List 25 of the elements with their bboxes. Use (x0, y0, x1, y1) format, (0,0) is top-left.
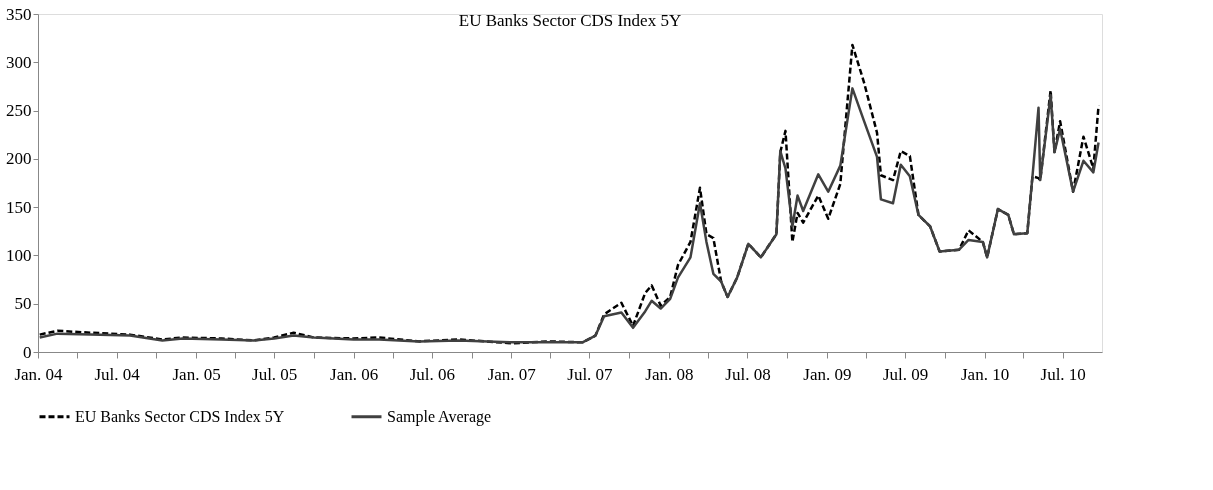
x-tick-label: Jul. 09 (882, 364, 929, 384)
y-tick-label: 50 (14, 294, 32, 314)
y-tick-label: 350 (6, 4, 32, 24)
x-tick-label: Jul. 07 (567, 364, 614, 384)
y-tick-label: 300 (6, 52, 32, 72)
x-tick-label: Jul. 08 (725, 364, 771, 384)
x-tick-label: Jan. 07 (487, 364, 537, 384)
x-tick-label: Jul. 06 (409, 364, 455, 384)
x-tick-label: Jul. 05 (252, 364, 298, 384)
y-tick-label: 0 (23, 342, 32, 362)
x-tick-label: Jan. 10 (960, 364, 1010, 384)
x-tick-label: Jan. 06 (330, 364, 379, 384)
x-tick-label: Jan. 09 (803, 364, 852, 384)
x-tick-label: Jul. 04 (94, 364, 141, 384)
legend-label: Sample Average (387, 407, 492, 426)
y-tick-label: 200 (6, 149, 32, 169)
chart-title: EU Banks Sector CDS Index 5Y (458, 11, 682, 30)
x-tick-label: Jan. 05 (172, 364, 221, 384)
y-tick-label: 150 (6, 197, 32, 217)
x-tick-label: Jan. 04 (14, 364, 64, 384)
legend-label: EU Banks Sector CDS Index 5Y (75, 407, 285, 425)
x-tick-label: Jan. 08 (645, 364, 694, 384)
y-tick-label: 100 (6, 245, 32, 265)
y-tick-label: 250 (6, 101, 32, 121)
x-tick-label: Jul. 10 (1040, 364, 1086, 384)
